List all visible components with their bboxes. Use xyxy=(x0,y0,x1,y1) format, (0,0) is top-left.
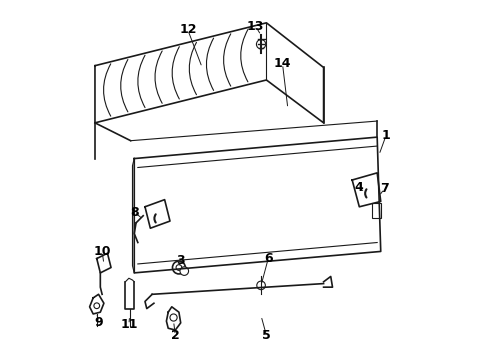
Text: 3: 3 xyxy=(176,254,185,267)
Text: 8: 8 xyxy=(130,206,139,219)
Circle shape xyxy=(172,261,185,274)
Text: 4: 4 xyxy=(355,181,364,194)
Circle shape xyxy=(170,314,177,321)
Text: 1: 1 xyxy=(382,129,391,142)
Circle shape xyxy=(256,40,266,49)
Text: 10: 10 xyxy=(94,245,111,258)
Text: 11: 11 xyxy=(120,318,138,331)
Text: 9: 9 xyxy=(94,316,103,329)
Text: 14: 14 xyxy=(274,57,291,71)
Circle shape xyxy=(180,267,189,275)
Circle shape xyxy=(94,303,99,309)
FancyBboxPatch shape xyxy=(372,203,381,217)
Text: 2: 2 xyxy=(171,329,180,342)
Text: 13: 13 xyxy=(247,20,265,33)
Circle shape xyxy=(257,281,266,290)
Text: 5: 5 xyxy=(262,329,271,342)
Circle shape xyxy=(176,265,182,270)
Text: 7: 7 xyxy=(380,183,389,195)
Text: 12: 12 xyxy=(179,23,196,36)
Text: 6: 6 xyxy=(264,252,272,265)
